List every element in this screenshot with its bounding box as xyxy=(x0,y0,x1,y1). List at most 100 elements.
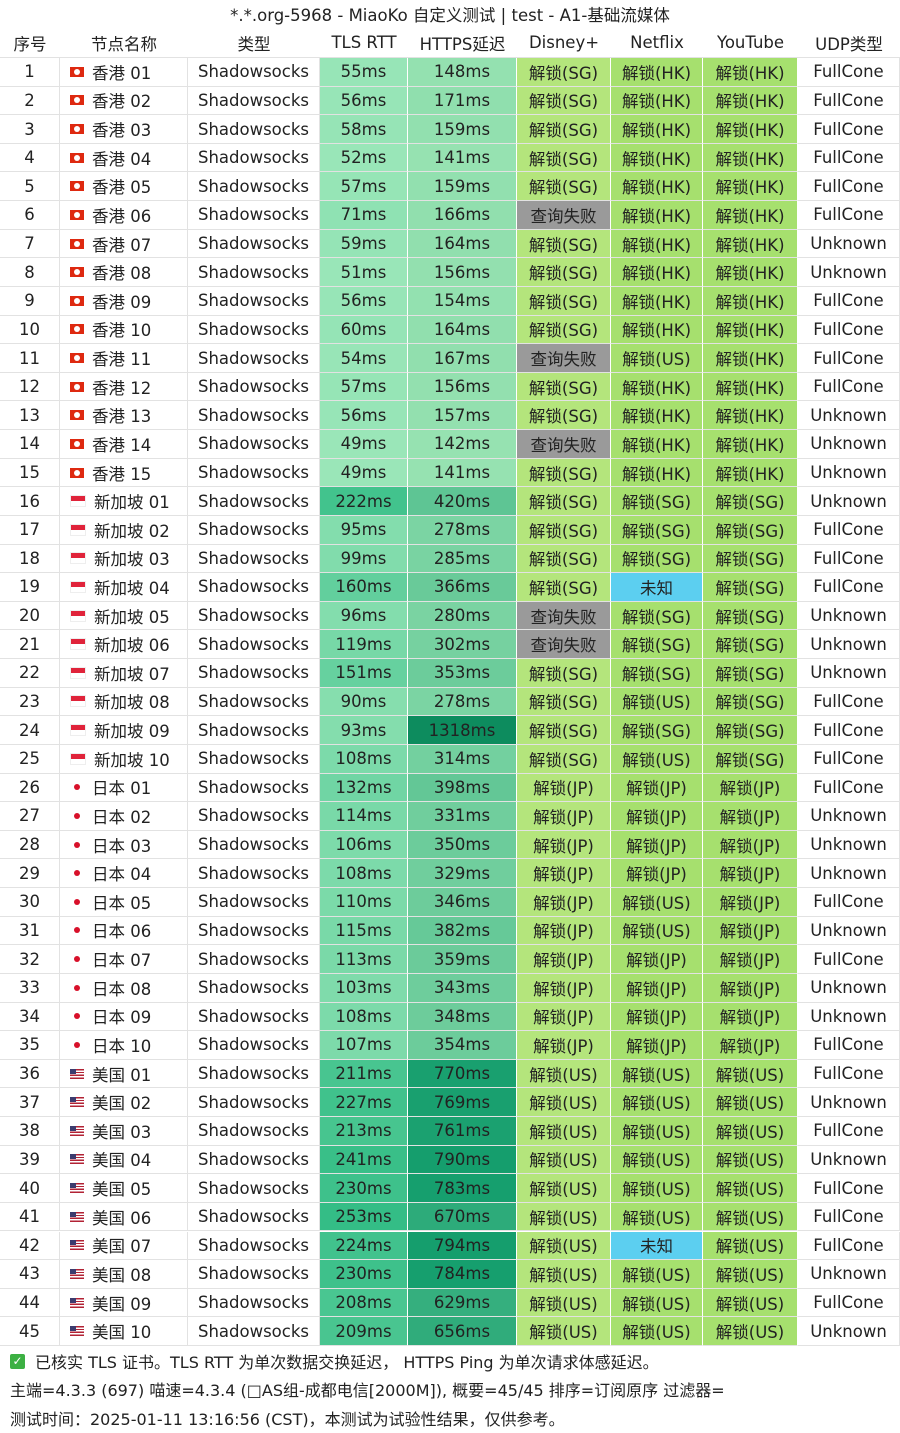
netflix-cell: 解锁(SG) xyxy=(611,630,703,660)
flag-icon xyxy=(70,1326,84,1337)
tls-rtt-cell: 96ms xyxy=(320,601,408,631)
type-cell: Shadowsocks xyxy=(188,1288,320,1318)
udp-type-cell: Unknown xyxy=(798,1145,900,1175)
https-latency-cell: 398ms xyxy=(408,773,517,803)
youtube-cell: 解锁(HK) xyxy=(703,201,798,230)
flag-icon xyxy=(70,1011,84,1022)
flag-icon xyxy=(70,181,84,192)
header-cell: UDP类型 xyxy=(798,28,900,58)
udp-type-cell: FullCone xyxy=(798,573,900,602)
flag-icon xyxy=(70,381,84,392)
netflix-cell: 解锁(SG) xyxy=(611,487,703,516)
https-latency-cell: 159ms xyxy=(408,115,517,144)
flag-icon xyxy=(70,810,84,821)
udp-type-cell: Unknown xyxy=(798,258,900,287)
tls-rtt-cell: 213ms xyxy=(320,1117,408,1146)
disney-cell: 解锁(US) xyxy=(517,1317,611,1346)
index-cell: 5 xyxy=(0,172,60,202)
netflix-cell: 解锁(US) xyxy=(611,1145,703,1175)
node-name-cell: 香港 02 xyxy=(60,86,188,116)
flag-icon xyxy=(70,638,86,651)
flag-emblem xyxy=(74,784,80,791)
type-cell: Shadowsocks xyxy=(188,201,320,230)
node-name: 香港 14 xyxy=(92,435,152,455)
youtube-cell: 解锁(JP) xyxy=(703,1002,798,1032)
node-name-cell: 香港 11 xyxy=(60,344,188,373)
node-name-cell: 日本 02 xyxy=(60,802,188,831)
udp-type-cell: Unknown xyxy=(798,601,900,631)
youtube-cell: 解锁(HK) xyxy=(703,258,798,287)
index-cell: 12 xyxy=(0,372,60,402)
disney-cell: 解锁(SG) xyxy=(517,458,611,488)
node-name: 新加坡 05 xyxy=(94,607,170,627)
header-cell: YouTube xyxy=(703,28,798,58)
index-cell: 20 xyxy=(0,601,60,631)
node-name: 日本 08 xyxy=(92,979,152,999)
flag-emblem xyxy=(74,984,80,991)
youtube-cell: 解锁(SG) xyxy=(703,544,798,574)
youtube-cell: 解锁(US) xyxy=(703,1288,798,1318)
udp-type-cell: Unknown xyxy=(798,630,900,660)
node-name-cell: 香港 01 xyxy=(60,58,188,87)
udp-type-cell: Unknown xyxy=(798,973,900,1003)
index-cell: 1 xyxy=(0,58,60,87)
disney-cell: 解锁(US) xyxy=(517,1174,611,1203)
node-name: 日本 01 xyxy=(92,779,152,799)
flag-emblem xyxy=(74,68,80,75)
node-name: 香港 07 xyxy=(92,235,152,255)
type-cell: Shadowsocks xyxy=(188,258,320,287)
flag-emblem xyxy=(74,841,80,848)
flag-canton xyxy=(70,1297,76,1303)
flag-icon xyxy=(70,66,84,77)
node-name-cell: 美国 02 xyxy=(60,1088,188,1117)
node-name: 日本 10 xyxy=(92,1036,152,1056)
node-name: 香港 03 xyxy=(92,121,152,141)
udp-type-cell: Unknown xyxy=(798,487,900,516)
header-cell: Disney+ xyxy=(517,28,611,58)
udp-type-cell: FullCone xyxy=(798,86,900,116)
tls-rtt-cell: 114ms xyxy=(320,802,408,831)
type-cell: Shadowsocks xyxy=(188,286,320,316)
disney-cell: 查询失败 xyxy=(517,344,611,373)
netflix-cell: 解锁(JP) xyxy=(611,1031,703,1060)
type-cell: Shadowsocks xyxy=(188,1202,320,1232)
netflix-cell: 解锁(US) xyxy=(611,1288,703,1318)
netflix-cell: 解锁(JP) xyxy=(611,773,703,803)
flag-emblem xyxy=(74,927,80,934)
tls-rtt-cell: 52ms xyxy=(320,143,408,173)
node-name-cell: 新加坡 05 xyxy=(60,601,188,631)
netflix-cell: 解锁(HK) xyxy=(611,458,703,488)
flag-icon xyxy=(70,1154,84,1165)
flag-emblem xyxy=(74,383,80,390)
tls-rtt-cell: 99ms xyxy=(320,544,408,574)
https-latency-cell: 784ms xyxy=(408,1260,517,1289)
type-cell: Shadowsocks xyxy=(188,687,320,717)
disney-cell: 解锁(SG) xyxy=(517,229,611,259)
udp-type-cell: Unknown xyxy=(798,802,900,831)
node-name-cell: 香港 07 xyxy=(60,229,188,259)
netflix-cell: 解锁(US) xyxy=(611,1202,703,1232)
flag-icon xyxy=(70,1297,84,1308)
node-name: 美国 06 xyxy=(92,1208,152,1228)
type-cell: Shadowsocks xyxy=(188,315,320,345)
tls-rtt-cell: 49ms xyxy=(320,430,408,459)
type-cell: Shadowsocks xyxy=(188,1260,320,1289)
type-cell: Shadowsocks xyxy=(188,1145,320,1175)
youtube-cell: 解锁(US) xyxy=(703,1202,798,1232)
udp-type-cell: Unknown xyxy=(798,1002,900,1032)
youtube-cell: 解锁(JP) xyxy=(703,1031,798,1060)
youtube-cell: 解锁(US) xyxy=(703,1117,798,1146)
tls-rtt-cell: 108ms xyxy=(320,859,408,889)
https-latency-cell: 156ms xyxy=(408,258,517,287)
type-cell: Shadowsocks xyxy=(188,859,320,889)
index-cell: 41 xyxy=(0,1202,60,1232)
flag-icon xyxy=(70,552,86,565)
node-name: 美国 05 xyxy=(92,1180,152,1200)
flag-icon xyxy=(70,152,84,163)
type-cell: Shadowsocks xyxy=(188,1002,320,1032)
node-name: 美国 04 xyxy=(92,1151,152,1171)
flag-emblem xyxy=(74,469,80,476)
footer-line: 主端=4.3.3 (697) 喵速=4.3.4 (□AS组-成都电信[2000M… xyxy=(10,1378,725,1400)
https-latency-cell: 156ms xyxy=(408,372,517,402)
type-cell: Shadowsocks xyxy=(188,802,320,831)
